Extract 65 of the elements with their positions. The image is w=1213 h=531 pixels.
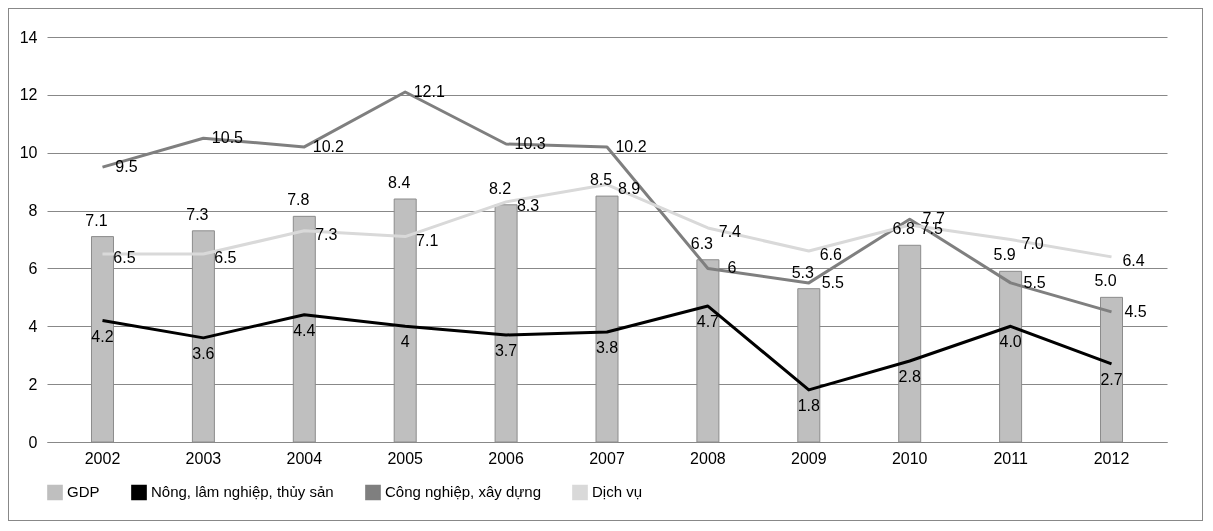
data-label: 8.4 (388, 174, 411, 191)
data-label: 7.1 (85, 211, 108, 229)
x-tick-label: 2007 (589, 449, 625, 467)
data-label: 7.3 (315, 225, 338, 243)
data-label: 8.9 (617, 179, 641, 197)
data-label: 5.5 (1023, 273, 1046, 291)
data-label: 7.8 (287, 191, 310, 209)
data-label: 7.1 (416, 231, 439, 249)
data-label: 6.5 (113, 248, 136, 266)
legend-label: Công nghiệp, xây dựng (385, 483, 541, 501)
x-tick-label: 2012 (1093, 449, 1130, 467)
data-label: 12.1 (413, 82, 445, 100)
y-tick-label: 6 (28, 259, 38, 277)
data-label: 2.8 (898, 368, 921, 385)
y-tick-label: 2 (28, 375, 38, 393)
y-tick-label: 10 (19, 144, 38, 162)
data-label: 5.3 (791, 263, 815, 281)
x-tick-label: 2009 (791, 449, 827, 467)
x-tick-label: 2011 (993, 449, 1028, 467)
data-label: 4 (400, 333, 410, 351)
data-label: 1.8 (797, 396, 821, 414)
x-tick-label: 2002 (84, 449, 121, 467)
legend-label: Dịch vụ (592, 483, 643, 501)
data-label: 8.3 (516, 196, 540, 214)
data-label: 4.0 (999, 333, 1022, 351)
data-label: 7.0 (1021, 234, 1044, 252)
data-label: 6.8 (892, 220, 915, 238)
data-label: 10.5 (211, 129, 244, 147)
legend-label: Nông, lâm nghiệp, thủy sản (151, 483, 334, 501)
data-label: 4.7 (696, 313, 720, 331)
y-tick-label: 8 (28, 202, 38, 220)
legend-label: GDP (67, 483, 100, 501)
data-label: 6.4 (1122, 251, 1145, 269)
data-label: 5.5 (821, 273, 845, 291)
data-label: 2.7 (1100, 370, 1123, 388)
data-label: 4.2 (91, 327, 114, 345)
data-label: 10.2 (312, 137, 344, 155)
data-label: 10.3 (514, 135, 546, 153)
data-label: 10.2 (615, 137, 647, 155)
x-tick-label: 2003 (185, 449, 222, 467)
data-label: 8.5 (589, 171, 613, 189)
data-label: 7.4 (718, 222, 742, 240)
data-label: 5.0 (1094, 272, 1117, 290)
x-tick-label: 2010 (891, 449, 928, 467)
y-tick-label: 14 (19, 28, 38, 46)
x-tick-label: 2005 (387, 449, 424, 467)
data-label: 3.6 (192, 344, 215, 362)
data-label: 9.5 (115, 158, 138, 176)
data-label: 6.3 (690, 234, 714, 252)
y-tick-label: 4 (28, 317, 38, 335)
data-label: 8.2 (488, 179, 512, 197)
x-tick-label: 2004 (286, 449, 323, 467)
data-label: 4.4 (293, 321, 316, 339)
data-label: 6.5 (214, 248, 237, 266)
data-label: 3.8 (595, 339, 619, 357)
x-tick-label: 2006 (488, 449, 524, 467)
y-tick-label: 0 (28, 433, 38, 451)
y-tick-label: 12 (19, 86, 38, 104)
data-label: 4.5 (1124, 302, 1147, 320)
data-label: 3.7 (494, 341, 518, 359)
data-label: 5.9 (993, 246, 1016, 264)
x-tick-label: 2008 (690, 449, 726, 467)
data-label: 6.6 (819, 246, 843, 264)
data-label: 6 (727, 259, 737, 277)
data-label: 7.3 (186, 205, 209, 223)
